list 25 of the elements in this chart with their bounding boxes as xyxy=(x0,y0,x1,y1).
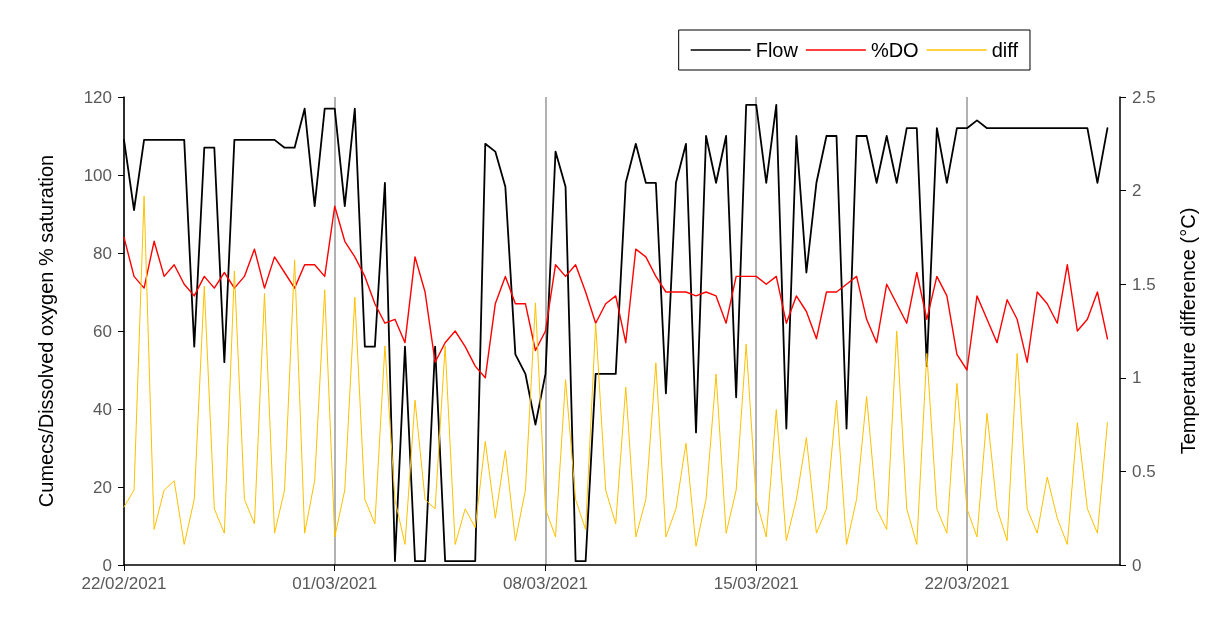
y2-tick-label: 1.5 xyxy=(1132,274,1156,294)
y2-tick-label: 0 xyxy=(1132,555,1142,575)
legend-label: diff xyxy=(991,39,1019,61)
x-tick-label: 22/03/2021 xyxy=(924,574,1010,593)
x-tick-label: 01/03/2021 xyxy=(292,574,378,593)
y2-tick-label: 2 xyxy=(1132,181,1142,201)
line-series xyxy=(123,195,1108,547)
y-tick-label: 100 xyxy=(83,165,112,185)
y-tick-label: 80 xyxy=(93,243,112,263)
y2-tick-label: 2.5 xyxy=(1132,87,1156,107)
legend-label: Flow xyxy=(755,39,799,61)
y-tick-label: 120 xyxy=(83,87,112,107)
y-tick-label: 60 xyxy=(93,321,112,341)
y2-tick-label: 1 xyxy=(1132,368,1142,388)
line-series xyxy=(123,205,1109,379)
y-tick-label: 40 xyxy=(93,399,112,419)
x-tick-label: 22/02/2021 xyxy=(81,574,167,593)
legend-label: %DO xyxy=(870,39,919,61)
x-tick-label: 15/03/2021 xyxy=(713,574,799,593)
y2-axis-title: Temperature difference (°C) xyxy=(1177,207,1199,455)
y-tick-label: 20 xyxy=(93,477,112,497)
y2-tick-label: 0.5 xyxy=(1132,461,1156,481)
y-axis-title: Cumecs/Dissolved oxygen % saturation xyxy=(35,154,57,508)
x-tick-label: 08/03/2021 xyxy=(502,574,589,593)
y-tick-label: 0 xyxy=(102,555,112,575)
